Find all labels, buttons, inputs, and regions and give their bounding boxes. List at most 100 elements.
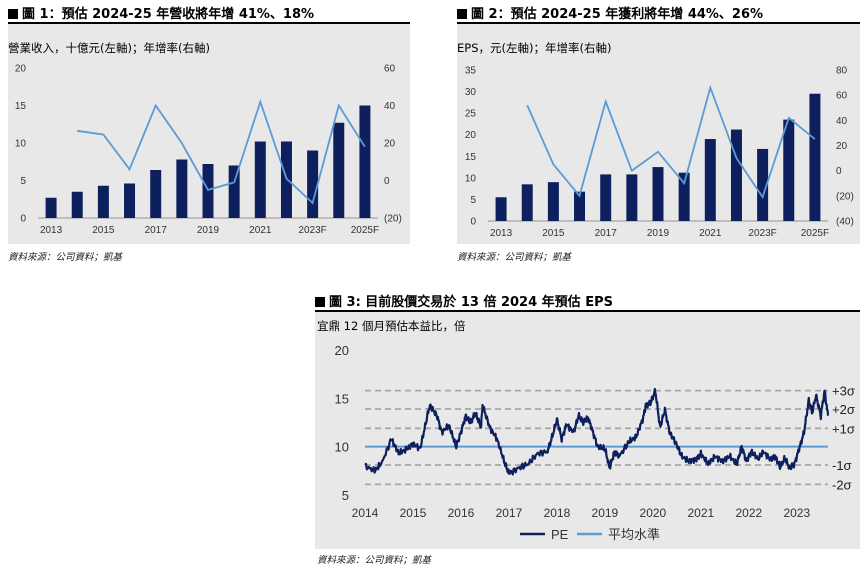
growth-line xyxy=(77,98,366,205)
y-left-tick-label: 0 xyxy=(470,217,476,228)
bar xyxy=(652,167,664,221)
y-left-tick-label: 10 xyxy=(465,173,477,184)
y-left-tick-label: 5 xyxy=(20,176,26,187)
y-right-tick-label: 40 xyxy=(836,116,848,127)
pe-x-tick-label: 2019 xyxy=(592,506,619,520)
chart2-subtitle: EPS，元(左軸)；年增率(右軸) xyxy=(457,41,612,55)
y-left-tick-label: 20 xyxy=(465,130,477,141)
y-left-tick-label: 25 xyxy=(465,109,477,120)
y-right-tick-label: (40) xyxy=(836,217,854,228)
chart3-rule xyxy=(315,310,860,312)
bar xyxy=(809,93,821,221)
bar xyxy=(176,159,188,218)
pe-y-tick-label: 5 xyxy=(342,488,349,503)
x-tick-label: 2025F xyxy=(351,225,379,236)
sigma-band-label: -2σ xyxy=(832,477,852,492)
pe-x-tick-label: 2020 xyxy=(640,506,667,520)
y-right-tick-label: 80 xyxy=(836,66,848,77)
y-right-tick-label: 0 xyxy=(384,176,390,187)
sigma-band-label: +1σ xyxy=(832,421,855,436)
pe-x-tick-label: 2015 xyxy=(400,506,427,520)
bar xyxy=(574,191,586,221)
sigma-band-label: -1σ xyxy=(832,458,852,473)
x-tick-label: 2013 xyxy=(490,228,513,239)
bar xyxy=(45,197,57,218)
y-left-tick-label: 15 xyxy=(15,101,27,112)
bar xyxy=(254,141,266,218)
chart3-background xyxy=(315,312,860,549)
pe-x-tick-label: 2021 xyxy=(688,506,715,520)
x-tick-label: 2017 xyxy=(145,225,168,236)
y-left-tick-label: 20 xyxy=(15,64,27,75)
bar xyxy=(757,148,769,221)
bar xyxy=(626,174,638,221)
bar xyxy=(307,150,319,218)
chart2-rule xyxy=(457,22,860,24)
bar xyxy=(495,197,507,221)
bar xyxy=(97,185,109,218)
chart3-source: 資料來源：公司資料；凱基 xyxy=(317,555,432,566)
chart3-subtitle: 宜鼎 12 個月預估本益比，倍 xyxy=(317,319,466,333)
chart1-rule xyxy=(8,22,410,24)
chart1-source: 資料來源：公司資料；凱基 xyxy=(8,252,123,263)
pe-x-tick-label: 2017 xyxy=(496,506,523,520)
x-tick-label: 2015 xyxy=(92,225,115,236)
growth-line xyxy=(526,84,816,200)
y-right-tick-label: 60 xyxy=(836,91,848,102)
bar xyxy=(730,129,742,221)
x-tick-label: 2019 xyxy=(647,228,670,239)
y-right-tick-label: 60 xyxy=(384,64,396,75)
chart2-title: 圖 2：預估 2024-25 年獲利將年增 44%、26% xyxy=(457,3,763,22)
pe-x-tick-label: 2022 xyxy=(735,506,762,520)
x-tick-label: 2021 xyxy=(249,225,272,236)
y-right-tick-label: 40 xyxy=(384,101,396,112)
y-right-tick-label: (20) xyxy=(836,191,854,202)
y-left-tick-label: 5 xyxy=(470,195,476,206)
pe-y-tick-label: 20 xyxy=(335,343,349,358)
x-tick-label: 2025F xyxy=(801,228,829,239)
pe-y-tick-label: 15 xyxy=(335,391,349,406)
y-right-tick-label: 0 xyxy=(836,166,842,177)
y-left-tick-label: 10 xyxy=(15,139,27,150)
bar xyxy=(333,122,345,218)
sigma-band-label: +2σ xyxy=(832,402,855,417)
bar xyxy=(783,119,795,221)
x-tick-label: 2019 xyxy=(197,225,220,236)
chart1-title-text: 圖 1：預估 2024-25 年營收將年增 41%、18% xyxy=(22,7,315,22)
chart1-subtitle: 營業收入，十億元(左軸)；年增率(右軸) xyxy=(8,41,210,55)
x-tick-label: 2017 xyxy=(595,228,618,239)
y-left-tick-label: 30 xyxy=(465,87,477,98)
bar xyxy=(704,139,716,221)
chart3-title: 圖 3: 目前股價交易於 13 倍 2024 年預估 EPS xyxy=(315,291,613,310)
chart2-title-text: 圖 2：預估 2024-25 年獲利將年增 44%、26% xyxy=(471,7,764,22)
x-tick-label: 2023F xyxy=(298,225,326,236)
title-square-icon xyxy=(457,9,467,19)
chart1-title: 圖 1：預估 2024-25 年營收將年增 41%、18% xyxy=(8,3,314,22)
bar xyxy=(359,105,371,218)
bar xyxy=(547,182,559,221)
y-right-tick-label: 20 xyxy=(384,139,396,150)
legend-pe-label: PE xyxy=(551,527,569,542)
legend-mean-label: 平均水準 xyxy=(608,527,660,542)
bar xyxy=(521,184,533,221)
bar xyxy=(678,172,690,221)
pe-x-tick-label: 2018 xyxy=(544,506,571,520)
y-left-tick-label: 0 xyxy=(20,214,26,225)
title-square-icon xyxy=(315,297,325,307)
sigma-band-label: +3σ xyxy=(832,384,855,399)
x-tick-label: 2015 xyxy=(542,228,565,239)
y-left-tick-label: 15 xyxy=(465,152,477,163)
bar xyxy=(150,170,162,218)
y-right-tick-label: 20 xyxy=(836,141,848,152)
chart3-title-text: 圖 3: 目前股價交易於 13 倍 2024 年預估 EPS xyxy=(329,295,613,310)
pe-x-tick-label: 2016 xyxy=(448,506,475,520)
bar xyxy=(202,164,214,218)
x-tick-label: 2023F xyxy=(748,228,776,239)
pe-x-tick-label: 2023 xyxy=(783,506,810,520)
y-right-tick-label: (20) xyxy=(384,214,402,225)
chart2-source: 資料來源：公司資料；凱基 xyxy=(457,252,572,263)
x-tick-label: 2021 xyxy=(699,228,722,239)
